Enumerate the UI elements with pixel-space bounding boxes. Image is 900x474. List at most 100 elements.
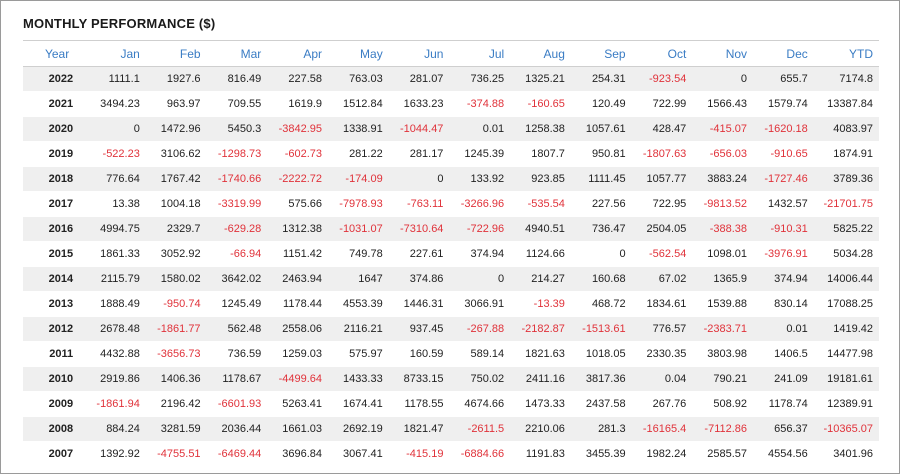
month-cell: 963.97 bbox=[145, 91, 207, 117]
month-cell: 1927.6 bbox=[145, 66, 207, 92]
row-year: 2015 bbox=[23, 241, 86, 267]
row-year: 2016 bbox=[23, 216, 86, 242]
month-cell: -950.74 bbox=[145, 291, 207, 317]
month-cell: 3067.41 bbox=[328, 441, 389, 467]
month-cell: 722.99 bbox=[631, 91, 693, 117]
month-cell: 2678.48 bbox=[85, 316, 146, 342]
month-cell: -3266.96 bbox=[449, 191, 511, 217]
month-cell: 13.38 bbox=[85, 191, 146, 217]
month-cell: 2463.94 bbox=[267, 266, 328, 292]
table-row: 2011 4432.88 -3656.73 736.59 1259.03 575.97 16… bbox=[23, 341, 879, 367]
month-cell: 8733.15 bbox=[388, 366, 450, 392]
month-cell: -722.96 bbox=[449, 216, 511, 242]
month-cell: -3656.73 bbox=[145, 341, 207, 367]
month-cell: -2611.5 bbox=[449, 416, 511, 442]
row-year: 2013 bbox=[23, 291, 86, 317]
month-cell: 3106.62 bbox=[145, 141, 207, 167]
row-year: 2019 bbox=[23, 141, 86, 167]
column-header-oct: Oct bbox=[631, 40, 693, 67]
month-cell: 1057.77 bbox=[631, 166, 693, 192]
month-cell: 1258.38 bbox=[510, 116, 571, 142]
month-cell: 1473.33 bbox=[510, 391, 571, 417]
month-cell: 254.31 bbox=[570, 66, 632, 92]
table-row: 2020 0 1472.96 5450.3 -3842.95 1338.91 -1044.4… bbox=[23, 116, 879, 142]
month-cell: -629.28 bbox=[206, 216, 268, 242]
month-cell: 160.59 bbox=[388, 341, 450, 367]
column-header-nov: Nov bbox=[692, 40, 754, 67]
column-header-year: Year bbox=[23, 40, 86, 67]
month-cell: -562.54 bbox=[631, 241, 693, 267]
month-cell: 1111.1 bbox=[85, 66, 146, 92]
table-row: 2019 -522.23 3106.62 -1298.73 -602.73 281.22 2… bbox=[23, 141, 879, 167]
month-cell: -763.11 bbox=[388, 191, 450, 217]
month-cell: 1057.61 bbox=[570, 116, 632, 142]
month-cell: -656.03 bbox=[692, 141, 754, 167]
month-cell: 281.3 bbox=[570, 416, 632, 442]
ytd-cell: -10365.07 bbox=[813, 416, 879, 442]
month-cell: 776.57 bbox=[631, 316, 693, 342]
month-cell: -3976.91 bbox=[753, 241, 814, 267]
month-cell: 1259.03 bbox=[267, 341, 328, 367]
month-cell: 1365.9 bbox=[692, 266, 754, 292]
month-cell: 1098.01 bbox=[692, 241, 754, 267]
month-cell: 884.24 bbox=[85, 416, 146, 442]
month-cell: 133.92 bbox=[449, 166, 511, 192]
table-row: 2015 1861.33 3052.92 -66.94 1151.42 749.78 227… bbox=[23, 241, 879, 267]
month-cell: 3642.02 bbox=[206, 266, 268, 292]
month-cell: 1178.44 bbox=[267, 291, 328, 317]
month-cell: 3494.23 bbox=[85, 91, 146, 117]
month-cell: 3052.92 bbox=[145, 241, 207, 267]
month-cell: 709.55 bbox=[206, 91, 268, 117]
month-cell: -1044.47 bbox=[388, 116, 450, 142]
month-cell: -1031.07 bbox=[328, 216, 389, 242]
month-cell: 227.56 bbox=[570, 191, 632, 217]
row-year: 2010 bbox=[23, 366, 86, 392]
ytd-cell: 17088.25 bbox=[813, 291, 879, 317]
month-cell: -923.54 bbox=[631, 66, 693, 92]
month-cell: 4553.39 bbox=[328, 291, 389, 317]
row-year: 2007 bbox=[23, 441, 86, 467]
month-cell: 4554.56 bbox=[753, 441, 814, 467]
month-cell: 1566.43 bbox=[692, 91, 754, 117]
month-cell: -1861.77 bbox=[145, 316, 207, 342]
month-cell: -1298.73 bbox=[206, 141, 268, 167]
table-row: 2018 776.64 1767.42 -1740.66 -2222.72 -174.09… bbox=[23, 166, 879, 192]
table-row: 2014 2115.79 1580.02 3642.02 2463.94 1647 374.… bbox=[23, 266, 879, 292]
monthly-performance-table: Year Jan Feb Mar Apr May Jun Jul Aug Sep Oct Nov Dec… bbox=[23, 40, 879, 467]
column-header-may: May bbox=[328, 40, 389, 67]
month-cell: 1580.02 bbox=[145, 266, 207, 292]
month-cell: 0 bbox=[449, 266, 511, 292]
month-cell: 589.14 bbox=[449, 341, 511, 367]
month-cell: 1124.66 bbox=[510, 241, 571, 267]
row-year: 2009 bbox=[23, 391, 86, 417]
month-cell: 1888.49 bbox=[85, 291, 146, 317]
month-cell: 816.49 bbox=[206, 66, 268, 92]
month-cell: 468.72 bbox=[570, 291, 632, 317]
month-cell: -415.07 bbox=[692, 116, 754, 142]
month-cell: 575.66 bbox=[267, 191, 328, 217]
month-cell: 1767.42 bbox=[145, 166, 207, 192]
column-header-feb: Feb bbox=[145, 40, 207, 67]
ytd-cell: 1419.42 bbox=[813, 316, 879, 342]
month-cell: -7112.86 bbox=[692, 416, 754, 442]
month-cell: 67.02 bbox=[631, 266, 693, 292]
month-cell: 5450.3 bbox=[206, 116, 268, 142]
month-cell: 2919.86 bbox=[85, 366, 146, 392]
month-cell: -1620.18 bbox=[753, 116, 814, 142]
month-cell: 1472.96 bbox=[145, 116, 207, 142]
month-cell: -388.38 bbox=[692, 216, 754, 242]
month-cell: 1539.88 bbox=[692, 291, 754, 317]
row-year: 2008 bbox=[23, 416, 86, 442]
month-cell: -6601.93 bbox=[206, 391, 268, 417]
column-header-jul: Jul bbox=[449, 40, 511, 67]
month-cell: 923.85 bbox=[510, 166, 571, 192]
month-cell: -66.94 bbox=[206, 241, 268, 267]
row-year: 2011 bbox=[23, 341, 86, 367]
table-row: 2009 -1861.94 2196.42 -6601.93 5263.41 1674.4… bbox=[23, 391, 879, 417]
month-cell: -3842.95 bbox=[267, 116, 328, 142]
row-year: 2022 bbox=[23, 66, 86, 92]
month-cell: 830.14 bbox=[753, 291, 814, 317]
month-cell: 3883.24 bbox=[692, 166, 754, 192]
month-cell: 2558.06 bbox=[267, 316, 328, 342]
